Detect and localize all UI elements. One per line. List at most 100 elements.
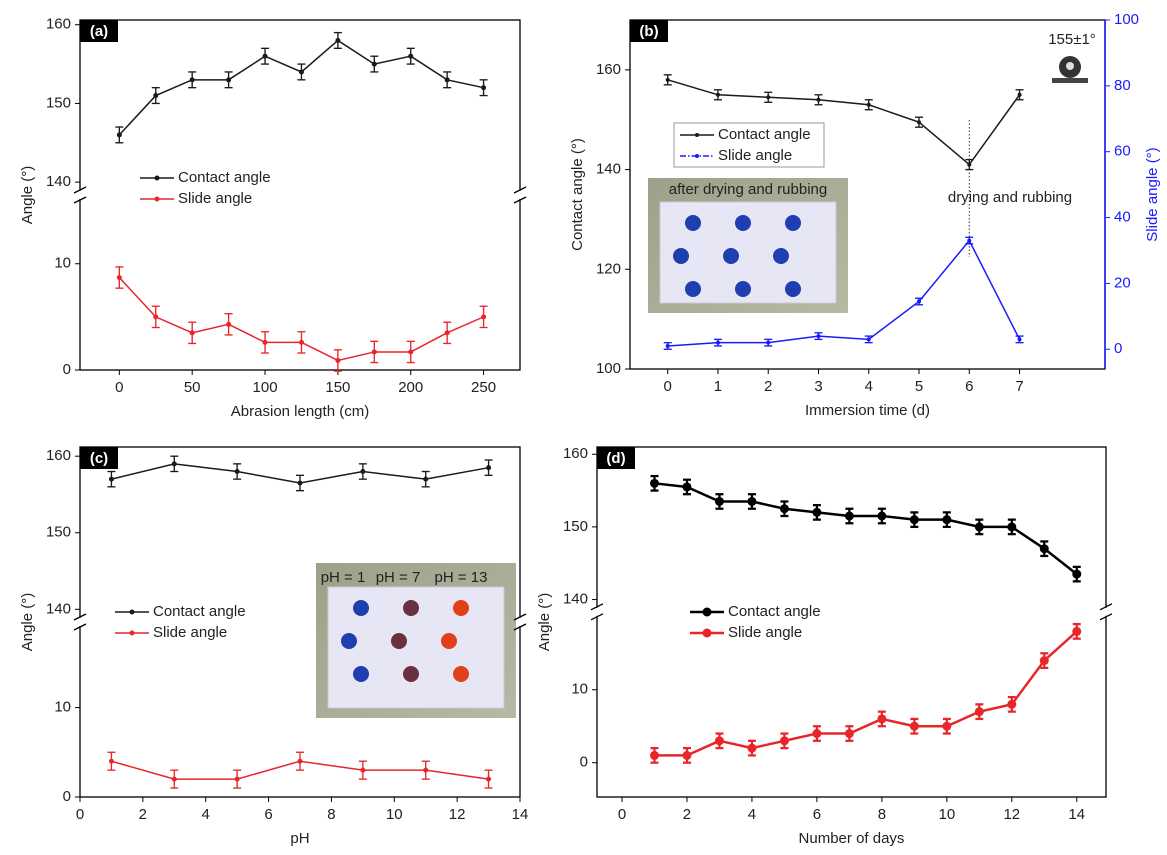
y-tick-label: 0 [580,754,588,771]
y-axis-label: Angle (°) [19,593,36,652]
data-point [665,77,670,82]
data-point [335,37,341,43]
data-point [747,743,757,753]
data-point [942,515,952,525]
data-point [967,162,972,167]
axis-break-gap [594,607,600,616]
data-point [917,299,922,304]
droplet [403,666,419,682]
axis-break-gap [517,618,523,626]
droplet [773,248,789,264]
plot-frame [596,446,1107,798]
series-line [667,79,1021,166]
data-point [153,314,159,320]
x-tick-label: 0 [664,378,672,395]
x-tick-label: 3 [814,378,822,395]
data-point [877,714,887,724]
y-tick-label: 160 [563,445,588,462]
droplet [723,248,739,264]
data-point [766,340,771,345]
panel-label: (b) [639,23,658,40]
data-point [171,776,177,782]
panel-label-box [80,20,118,42]
droplet [341,633,357,649]
data-point [766,95,771,100]
droplet [735,281,751,297]
x-tick-label: 12 [1003,806,1020,823]
legend-label: Contact angle [153,603,246,620]
droplet [453,600,469,616]
data-point [486,465,492,471]
data-point [682,750,692,760]
legend-label: Slide angle [178,190,252,207]
x-tick-label: 8 [878,806,886,823]
droplet [441,633,457,649]
data-point [262,53,268,59]
series-line [654,630,1078,757]
annotation: drying and rubbing [948,189,1072,206]
data-point [226,321,232,327]
droplet [735,215,751,231]
inset-caption: pH = 7 [376,569,421,586]
y-tick-label: 160 [46,447,71,464]
legend-label: Slide angle [153,624,227,641]
axis-break-mark [513,613,527,621]
droplet [403,600,419,616]
x-tick-label: 4 [202,806,210,823]
droplet [785,281,801,297]
data-point [360,469,366,475]
x-tick-label: 0 [115,379,123,396]
x-tick-label: 10 [938,806,955,823]
data-point [408,349,414,355]
axis-break-gap [517,191,523,199]
y2-tick-label: 20 [1114,274,1131,291]
data-point [298,339,304,345]
data-point [816,334,821,339]
axis-break-gap [77,618,83,626]
data-point [171,461,177,467]
axis-break-gap [77,191,83,199]
y-tick-label: 150 [563,518,588,535]
data-point [1017,337,1022,342]
legend-marker [702,628,712,638]
data-point [974,707,984,717]
x-axis-label: pH [290,830,309,847]
y-tick-label: 150 [46,524,71,541]
y-tick-label: 10 [54,255,71,272]
data-point [917,120,922,125]
data-point [408,53,414,59]
axis-break-mark [590,603,604,611]
x-tick-label: 50 [184,379,201,396]
axis-break-mark [73,613,87,621]
data-point [816,97,821,102]
x-tick-label: 6 [813,806,821,823]
panel-label-box [80,447,118,469]
series-line [118,39,484,136]
legend-label: Slide angle [718,147,792,164]
data-point [234,469,240,475]
y2-tick-label: 40 [1114,209,1131,226]
inset-caption: pH = 1 [321,569,366,586]
legend-marker [129,630,135,636]
axis-break-mark [513,623,527,631]
legend-marker [695,133,699,137]
legend-label: Contact angle [178,169,271,186]
x-tick-label: 1 [714,378,722,395]
droplet [685,215,701,231]
x-axis-label: Number of days [799,830,905,847]
data-point [715,92,720,97]
data-point [812,729,822,739]
y2-tick-label: 100 [1114,11,1139,28]
data-point [812,507,822,517]
y2-tick-label: 60 [1114,143,1131,160]
data-point [116,275,122,281]
x-tick-label: 100 [253,379,278,396]
series-line [667,239,1021,347]
annotation: 155±1° [1048,31,1096,48]
x-tick-label: 8 [327,806,335,823]
y-axis-label: Contact angle (°) [569,138,586,251]
data-point [486,776,492,782]
panel-label-box [597,447,635,469]
legend-marker [129,609,135,615]
